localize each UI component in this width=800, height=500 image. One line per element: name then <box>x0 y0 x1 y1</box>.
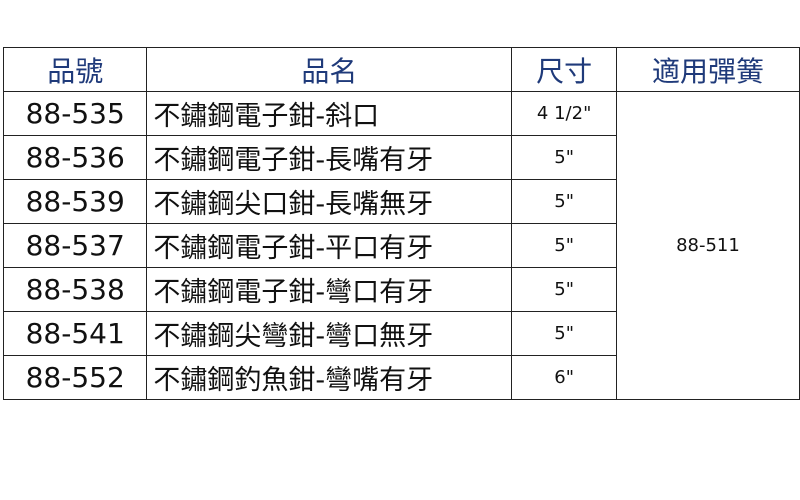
header-row: 品號 品名 尺寸 適用彈簧 <box>2 47 800 92</box>
product-name: 不鏽鋼電子鉗-彎口有牙 <box>146 267 513 312</box>
header-size: 尺寸 <box>511 47 617 92</box>
product-size: 5" <box>511 179 617 224</box>
product-size: 4 1/2" <box>511 91 617 136</box>
product-name: 不鏽鋼電子鉗-長嘴有牙 <box>146 135 513 180</box>
product-name: 不鏽鋼電子鉗-平口有牙 <box>146 223 513 268</box>
header-spring: 適用彈簧 <box>615 47 800 92</box>
product-name: 不鏽鋼尖口鉗-長嘴無牙 <box>146 179 513 224</box>
table-row: 88-537 不鏽鋼電子鉗-平口有牙 5" <box>2 223 800 268</box>
product-table: 品號 品名 尺寸 適用彈簧 88-535 不鏽鋼電子鉗-斜口 4 1/2" 88-51… <box>2 47 800 400</box>
table-row: 88-552 不鏽鋼釣魚鉗-彎嘴有牙 6" <box>2 355 800 400</box>
product-size: 6" <box>511 355 617 400</box>
product-name: 不鏽鋼尖彎鉗-彎口無牙 <box>146 311 513 356</box>
product-code: 88-539 <box>2 179 148 224</box>
product-code: 88-537 <box>2 223 148 268</box>
spring-code: 88-511 <box>615 91 800 400</box>
product-size: 5" <box>511 223 617 268</box>
product-size: 5" <box>511 311 617 356</box>
header-code: 品號 <box>2 47 148 92</box>
table-row: 88-536 不鏽鋼電子鉗-長嘴有牙 5" <box>2 135 800 180</box>
product-name: 不鏽鋼釣魚鉗-彎嘴有牙 <box>146 355 513 400</box>
product-code: 88-538 <box>2 267 148 312</box>
product-code: 88-552 <box>2 355 148 400</box>
product-code: 88-536 <box>2 135 148 180</box>
table-row: 88-535 不鏽鋼電子鉗-斜口 4 1/2" 88-511 <box>2 91 800 400</box>
product-code: 88-541 <box>2 311 148 356</box>
header-name: 品名 <box>146 47 513 92</box>
product-code: 88-535 <box>2 91 148 136</box>
product-size: 5" <box>511 267 617 312</box>
product-size: 5" <box>511 135 617 180</box>
product-name: 不鏽鋼電子鉗-斜口 <box>146 91 513 136</box>
